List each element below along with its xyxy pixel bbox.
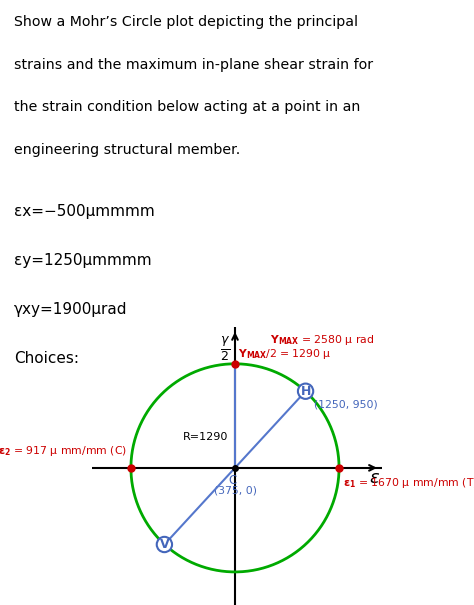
Text: C: C xyxy=(228,474,237,487)
Text: $\frac{\gamma}{2}$: $\frac{\gamma}{2}$ xyxy=(220,335,230,364)
Text: εx=−500μmmmm: εx=−500μmmmm xyxy=(14,204,155,219)
Text: $\varepsilon$: $\varepsilon$ xyxy=(369,468,380,486)
Text: V: V xyxy=(160,538,169,551)
Text: strains and the maximum in-plane shear strain for: strains and the maximum in-plane shear s… xyxy=(14,58,373,72)
Circle shape xyxy=(298,384,313,399)
Text: γxy=1900μrad: γxy=1900μrad xyxy=(14,302,128,317)
Text: R=1290: R=1290 xyxy=(183,432,228,442)
Text: $\bf{\varepsilon_1}$ = 1670 μ mm/mm (T): $\bf{\varepsilon_1}$ = 1670 μ mm/mm (T) xyxy=(343,476,474,490)
Text: engineering structural member.: engineering structural member. xyxy=(14,143,240,157)
Text: Show a Mohr’s Circle plot depicting the principal: Show a Mohr’s Circle plot depicting the … xyxy=(14,16,358,30)
Text: H: H xyxy=(301,385,311,397)
Text: (375, 0): (375, 0) xyxy=(214,486,257,495)
Text: (1250, 950): (1250, 950) xyxy=(314,399,378,410)
Text: the strain condition below acting at a point in an: the strain condition below acting at a p… xyxy=(14,100,360,114)
Text: $\bf{Y_{MAX}}$/2 = 1290 μ: $\bf{Y_{MAX}}$/2 = 1290 μ xyxy=(238,347,332,361)
Text: $\bf{\varepsilon_2}$ = 917 μ mm/mm (C): $\bf{\varepsilon_2}$ = 917 μ mm/mm (C) xyxy=(0,444,127,458)
Circle shape xyxy=(157,537,172,552)
Text: εy=1250μmmmm: εy=1250μmmmm xyxy=(14,253,152,268)
Text: $\bf{Y_{MAX}}$ = 2580 μ rad: $\bf{Y_{MAX}}$ = 2580 μ rad xyxy=(270,333,374,347)
Text: Choices:: Choices: xyxy=(14,350,79,365)
